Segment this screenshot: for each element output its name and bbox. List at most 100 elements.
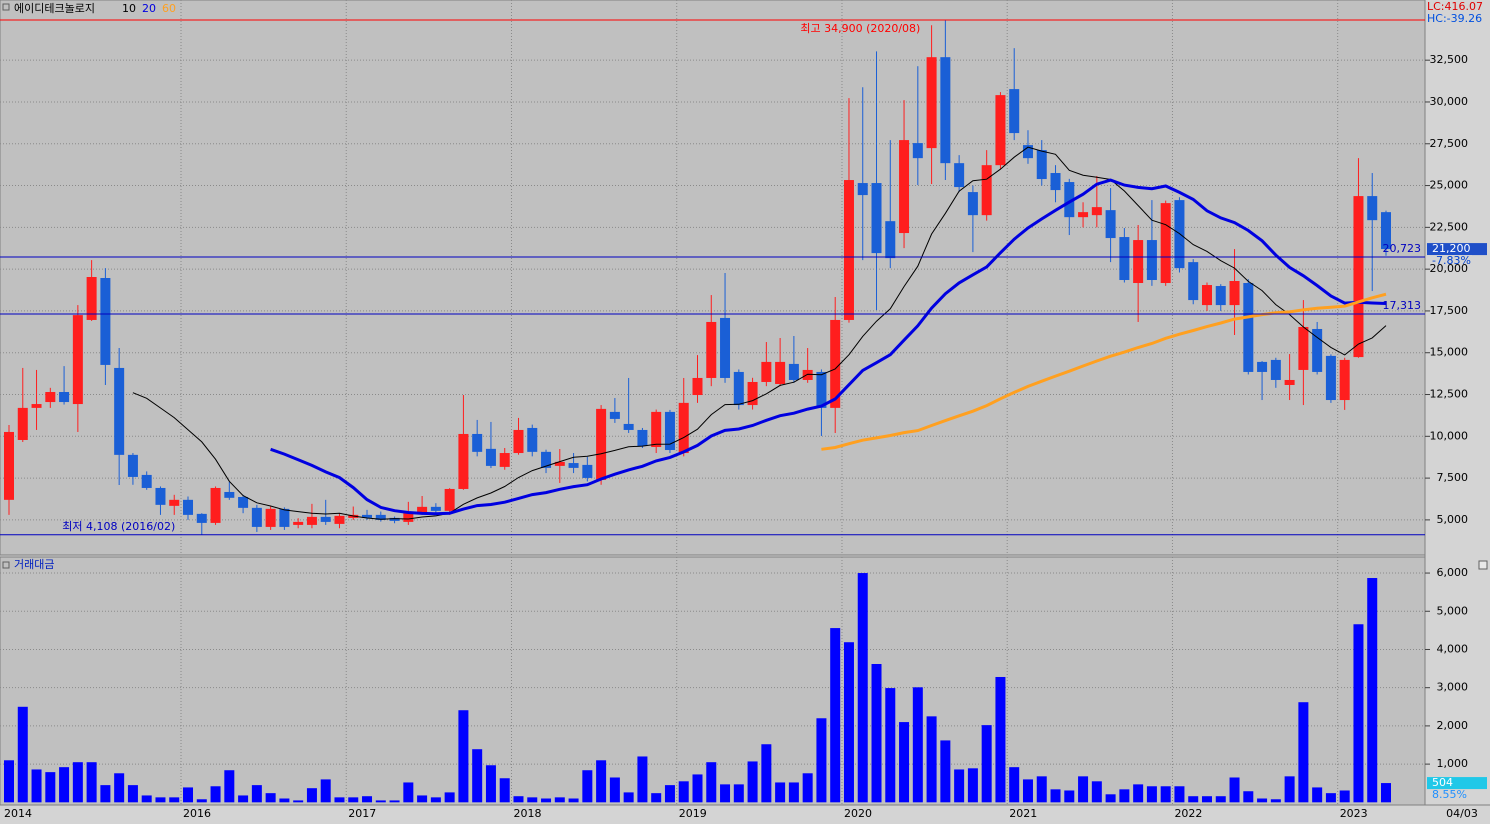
- y-tick-label: 32,500: [1430, 53, 1469, 66]
- volume-bar: [899, 722, 910, 803]
- candle-body: [1188, 262, 1199, 301]
- candle-body: [802, 369, 813, 380]
- volume-bar: [155, 797, 166, 803]
- candle-body: [238, 496, 249, 508]
- volume-bar: [527, 797, 538, 803]
- candle-body: [141, 474, 152, 488]
- volume-bar: [761, 744, 772, 803]
- volume-bar: [127, 785, 138, 803]
- candle-body: [609, 411, 620, 419]
- volume-bar: [981, 725, 992, 803]
- candle-body: [251, 507, 262, 527]
- candle-body: [169, 499, 180, 506]
- candle-body: [885, 221, 896, 259]
- last-volume-box: [1427, 777, 1487, 790]
- candle-body: [279, 508, 290, 527]
- candle-body: [306, 516, 317, 525]
- candle-body: [485, 448, 496, 466]
- candle-body: [816, 371, 827, 408]
- volume-bar: [4, 760, 14, 803]
- volume-bar: [403, 782, 414, 803]
- volume-bar: [1257, 798, 1268, 803]
- candle-body: [45, 392, 56, 403]
- volume-bar: [1270, 799, 1281, 803]
- date-label: 04/03: [1446, 807, 1478, 820]
- volume-bar: [1367, 578, 1378, 803]
- volume-bar: [678, 781, 689, 803]
- y-tick-label: 4,000: [1437, 642, 1469, 655]
- candle-body: [375, 514, 386, 520]
- moving-average-line: [132, 146, 1387, 520]
- candle-body: [747, 381, 758, 406]
- candle-body: [1036, 150, 1047, 180]
- volume-bar: [1312, 787, 1323, 803]
- candle-body: [940, 57, 951, 164]
- candle-body: [1325, 355, 1336, 401]
- y-tick-label: 5,000: [1437, 604, 1469, 617]
- last-volume-label: 504: [1432, 776, 1453, 789]
- volume-bar: [458, 710, 469, 803]
- candle-body: [334, 515, 345, 524]
- volume-bar: [1064, 790, 1075, 803]
- volume-bar: [1188, 796, 1199, 803]
- volume-bar: [1215, 796, 1226, 803]
- y-tick-label: 17,500: [1430, 304, 1469, 317]
- x-tick-label: 2017: [348, 807, 376, 820]
- volume-bar: [623, 792, 634, 803]
- pane-icon: [2, 3, 10, 11]
- grid-layer: [0, 0, 1430, 805]
- candle-body: [1312, 328, 1323, 372]
- last-price-label: 21,200: [1432, 242, 1471, 255]
- volume-bar: [169, 797, 180, 803]
- close-button[interactable]: [1478, 560, 1488, 570]
- pane-icon: [2, 561, 10, 569]
- volume-bar: [1339, 790, 1350, 803]
- candle-body: [761, 361, 772, 382]
- candle-body: [183, 499, 194, 515]
- candle-body: [1298, 326, 1309, 370]
- volume-bar: [747, 761, 758, 803]
- y-tick-label: 20,000: [1430, 262, 1469, 275]
- x-tick-label: 2019: [679, 807, 707, 820]
- candle-body: [926, 57, 937, 149]
- volume-bar: [265, 793, 276, 803]
- volume-bar: [362, 796, 373, 803]
- last-price-box: [1427, 243, 1487, 256]
- volume-bar: [541, 798, 552, 803]
- candle-body: [954, 163, 965, 188]
- y-tick-label: 3,000: [1437, 681, 1469, 694]
- volume-bar: [609, 777, 620, 803]
- volume-bar: [954, 769, 965, 803]
- volume-bar: [1009, 767, 1020, 803]
- candle-body: [127, 454, 138, 477]
- volume-bar: [430, 797, 441, 803]
- candle-body: [1146, 240, 1157, 281]
- volume-bar: [513, 796, 524, 803]
- marks-layer: [0, 19, 1487, 803]
- volume-bar: [210, 786, 221, 803]
- y-tick-label: 6,000: [1437, 566, 1469, 579]
- price-pane: [0, 0, 1426, 556]
- candle-body: [1284, 379, 1295, 385]
- candle-body: [1091, 207, 1102, 216]
- candle-body: [320, 516, 331, 522]
- volume-bar: [1091, 781, 1102, 803]
- volume-bar: [45, 772, 56, 803]
- volume-bar: [1174, 786, 1185, 803]
- candle-body: [100, 278, 111, 365]
- volume-bar: [733, 784, 744, 803]
- candle-body: [788, 363, 799, 380]
- candle-body: [196, 513, 207, 523]
- hc-label: HC:-39.26: [1427, 12, 1482, 25]
- candle-body: [72, 315, 83, 405]
- volume-bar: [1229, 777, 1240, 803]
- candle-body: [527, 427, 538, 452]
- candle-body: [664, 411, 675, 451]
- volume-bar: [1298, 702, 1309, 803]
- candle-body: [1381, 212, 1391, 250]
- candle-body: [596, 408, 607, 480]
- volume-bar: [596, 760, 607, 803]
- candle-body: [692, 377, 703, 396]
- volume-bar: [664, 785, 675, 803]
